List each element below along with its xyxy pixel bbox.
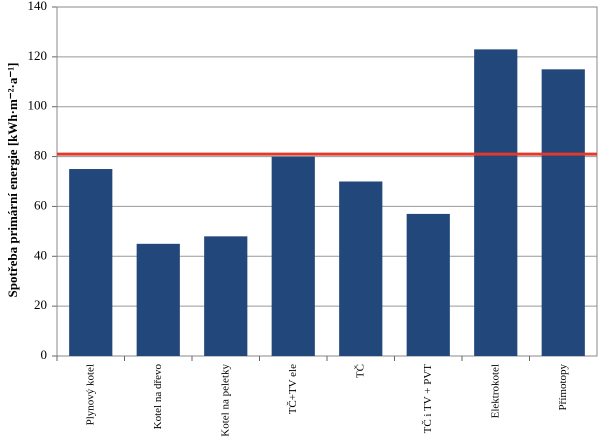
x-tick-label: TČ i TV + PVT (422, 364, 434, 434)
y-tick-label: 120 (28, 48, 48, 63)
bar (204, 236, 248, 356)
x-tick-label: Přímotopy (557, 364, 569, 411)
y-tick-label: 100 (28, 98, 48, 113)
bar (474, 49, 518, 356)
bar (136, 243, 180, 356)
y-axis-title: Spotřeba primární energie [kWh·m⁻²·a⁻¹] (5, 63, 20, 298)
x-tick-label: TČ+TV ele (287, 364, 299, 414)
y-tick-label: 80 (34, 148, 47, 163)
bar (271, 156, 315, 356)
x-tick-label: TČ (354, 364, 366, 378)
y-tick-label: 20 (34, 297, 47, 312)
x-tick-label: Plynový kotel (84, 364, 96, 425)
bar (339, 181, 383, 356)
x-tick-label: Kotel na peletky (219, 364, 231, 437)
y-tick-label: 0 (41, 347, 48, 362)
bar (406, 213, 450, 356)
y-tick-label: 60 (34, 197, 47, 212)
x-tick-label: Elektrokotel (489, 364, 501, 418)
x-tick-label: Kotel na dřevo (152, 364, 164, 430)
y-tick-label: 140 (28, 0, 48, 13)
bar (541, 69, 585, 357)
bar (69, 169, 113, 356)
y-tick-label: 40 (34, 247, 47, 262)
